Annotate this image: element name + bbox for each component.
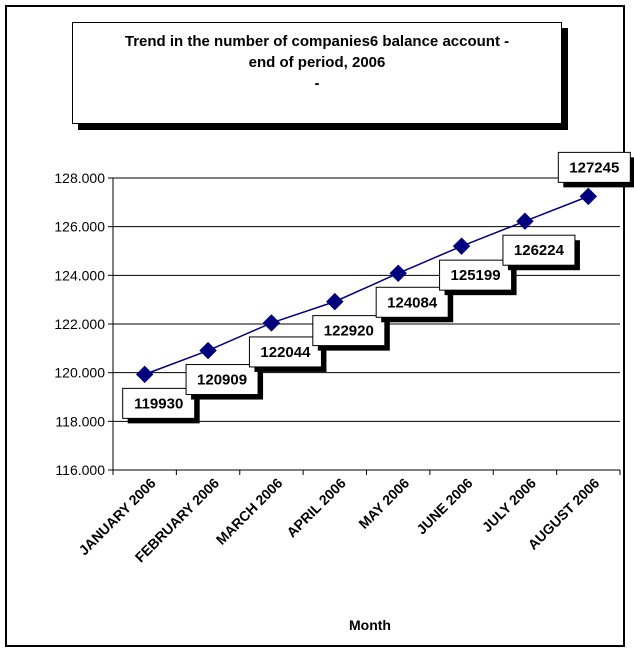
data-label-box — [502, 234, 576, 266]
chart-title-line-3: - — [314, 75, 320, 92]
chart-title-line-1: Trend in the number of companies6 balanc… — [124, 33, 510, 50]
data-point-marker — [389, 264, 407, 282]
y-tick-label: 116.000 — [55, 462, 105, 478]
y-tick-label: 128.000 — [54, 170, 105, 186]
data-point-marker — [452, 237, 471, 255]
data-label: 126224 — [502, 234, 580, 271]
y-tick-label: 126.000 — [54, 219, 105, 235]
data-label-box — [312, 315, 386, 347]
data-label: 120909 — [185, 364, 264, 400]
data-label-text: 127245 — [569, 159, 619, 176]
series-line — [144, 195, 589, 376]
data-label-text: 119930 — [134, 395, 183, 412]
y-tick-labels: 116.000 118.000 120.000 122.000 124.000 126.0… — [54, 170, 105, 478]
x-tick-label: JUNE 2006 — [413, 475, 476, 538]
data-label-text: 126224 — [514, 242, 565, 259]
data-labels: 119930 120909 122044 122920 124084 125199 1262… — [122, 151, 634, 424]
chart-title-box: Trend in the number of companies6 balanc… — [72, 22, 562, 124]
x-tick-label: MAY 2006 — [355, 475, 412, 532]
data-label-text: 122044 — [260, 344, 311, 361]
data-label-box — [557, 151, 631, 183]
data-label: 119930 — [122, 387, 200, 424]
x-tick-label: JULY 2006 — [479, 475, 539, 535]
data-label-box — [439, 259, 513, 291]
chart-title-line-2: end of period, 2006 — [248, 54, 386, 71]
data-label-box — [248, 336, 322, 368]
data-point-marker — [579, 187, 598, 206]
y-tick-label: 122.000 — [54, 316, 105, 332]
data-point-marker — [135, 365, 154, 384]
data-label-text: 122920 — [324, 323, 374, 340]
data-point-marker — [516, 212, 534, 230]
data-label: 127245 — [557, 151, 634, 188]
data-point-marker — [199, 341, 217, 360]
series-path — [144, 195, 589, 376]
data-label: 124084 — [375, 286, 454, 323]
y-tick-label: 124.000 — [54, 267, 105, 283]
data-label-box — [185, 364, 259, 396]
data-point-marker — [326, 292, 344, 311]
y-tick-label: 120.000 — [54, 365, 105, 381]
data-label: 125199 — [439, 259, 517, 296]
data-label-box — [375, 286, 449, 318]
data-label-box — [122, 387, 196, 419]
data-label: 122044 — [248, 336, 327, 372]
data-label: 122920 — [312, 315, 390, 351]
data-label-text: 125199 — [451, 267, 501, 284]
axes — [108, 177, 621, 475]
x-tick-label: MARCH 2006 — [213, 475, 286, 548]
data-point-marker — [262, 314, 281, 332]
series-markers — [135, 187, 598, 384]
data-label-text: 124084 — [387, 294, 438, 311]
x-tick-label: APRIL 2006 — [283, 475, 349, 541]
data-label-text: 120909 — [197, 372, 247, 389]
y-tick-label: 118.000 — [55, 413, 105, 429]
x-axis-title: Month — [349, 617, 391, 633]
